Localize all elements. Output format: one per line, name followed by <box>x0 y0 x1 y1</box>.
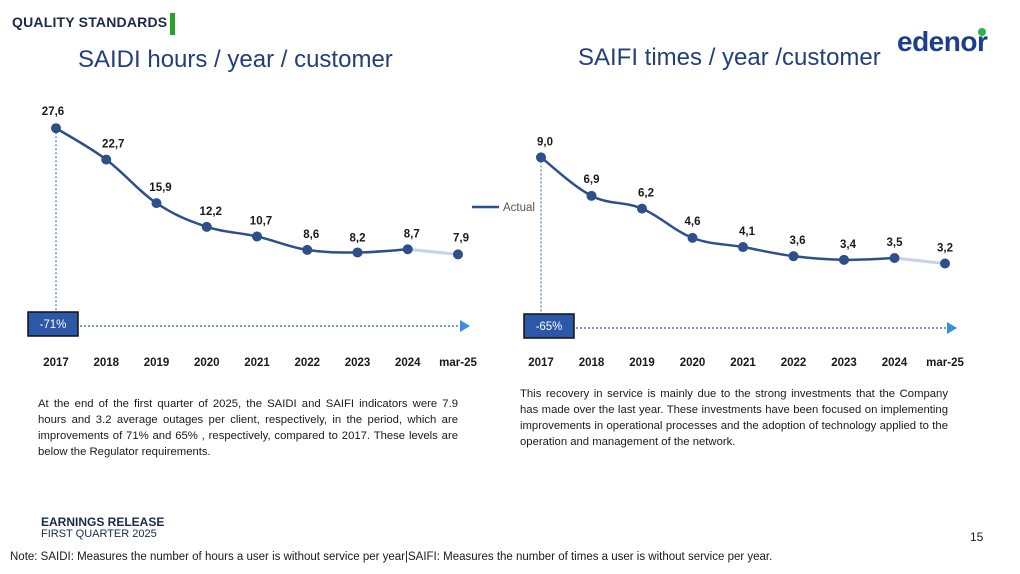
saidi-x-tick-label: 2023 <box>345 357 371 369</box>
saifi-x-tick-label: 2017 <box>528 357 554 369</box>
saidi-data-point <box>201 221 212 232</box>
saifi-change-label: -65% <box>536 321 563 333</box>
saifi-data-point <box>788 251 799 262</box>
saidi-x-tick-label: 2017 <box>43 357 69 369</box>
saidi-data-point <box>402 244 413 255</box>
saidi-data-point <box>101 154 112 165</box>
saifi-data-point <box>637 203 647 214</box>
saidi-data-label: 10,7 <box>250 215 272 227</box>
footer-title: EARNINGS RELEASE <box>41 515 165 529</box>
saidi-x-tick-label: 2024 <box>395 357 421 369</box>
saifi-data-label: 3,6 <box>790 235 806 247</box>
left-paragraph: At the end of the first quarter of 2025,… <box>38 398 458 458</box>
saifi-data-label: 6,2 <box>638 188 654 200</box>
saifi-data-point <box>839 254 849 265</box>
saifi-data-label: 9,0 <box>537 136 553 148</box>
saidi-data-label: 15,9 <box>149 182 171 194</box>
saidi-data-point <box>453 249 463 260</box>
saidi-data-label: 22,7 <box>102 139 124 151</box>
section-accent-bar <box>170 13 175 35</box>
saidi-data-point <box>151 198 162 209</box>
saifi-x-tick-label: 2019 <box>629 357 655 369</box>
saidi-data-label: 7,9 <box>453 232 469 244</box>
saidi-x-tick-label: 2018 <box>93 357 119 369</box>
saidi-data-label: 27,6 <box>42 106 64 118</box>
footer-note: Note: SAIDI: Measures the number of hour… <box>10 551 773 563</box>
saifi-data-point <box>586 190 597 201</box>
saifi-x-tick-label: 2022 <box>781 357 807 369</box>
footer-subtitle: FIRST QUARTER 2025 <box>41 528 157 540</box>
saifi-trend-arrow-head <box>947 322 957 334</box>
saidi-data-point <box>252 231 262 242</box>
saidi-data-label: 8,7 <box>404 228 420 240</box>
page-number: 15 <box>970 530 984 544</box>
saifi-legend-label: Actual <box>503 202 535 214</box>
saifi-data-point <box>889 253 900 263</box>
saifi-x-tick-label: 2023 <box>831 357 857 369</box>
saidi-data-point <box>302 244 313 255</box>
saidi-chart-title: SAIDI hours / year / customer <box>78 46 393 73</box>
saidi-change-box <box>27 311 79 337</box>
saifi-data-label: 4,1 <box>739 226 756 238</box>
saifi-data-label: 4,6 <box>685 216 701 228</box>
saidi-data-label: 12,2 <box>200 206 222 218</box>
section-title: QUALITY STANDARDS <box>12 14 168 30</box>
saidi-x-tick-label: mar-25 <box>439 357 477 369</box>
saidi-data-label: 8,6 <box>303 229 319 241</box>
logo-dot-icon <box>978 28 986 36</box>
saifi-data-point <box>940 258 950 269</box>
saifi-chart-title: SAIFI times / year /customer <box>578 44 881 71</box>
saidi-series-line-projection <box>407 247 459 256</box>
saifi-series-line-projection <box>894 256 946 265</box>
saifi-x-tick-label: 2021 <box>730 357 756 369</box>
saidi-data-point <box>352 247 363 258</box>
edenor-logo: edenor <box>897 26 988 57</box>
saidi-x-tick-label: 2020 <box>194 357 220 369</box>
saifi-data-label: 3,5 <box>887 237 904 249</box>
saifi-data-label: 3,2 <box>937 242 953 254</box>
saifi-x-tick-label: 2018 <box>579 357 605 369</box>
saifi-x-tick-label: 2020 <box>680 357 706 369</box>
right-paragraph: This recovery in service is mainly due t… <box>520 388 948 448</box>
saidi-x-tick-label: 2019 <box>144 357 170 369</box>
saifi-data-label: 3,4 <box>840 239 857 251</box>
saidi-trend-arrow-head <box>460 320 470 332</box>
saidi-x-tick-label: 2022 <box>294 357 320 369</box>
saifi-x-tick-label: 2024 <box>882 357 908 369</box>
saifi-change-box <box>523 313 575 339</box>
saifi-data-label: 6,9 <box>584 174 600 186</box>
saidi-series-line <box>55 127 408 254</box>
saidi-change-label: -71% <box>40 319 67 331</box>
saifi-data-point <box>536 152 546 163</box>
saidi-data-label: 8,2 <box>350 232 366 244</box>
saifi-data-point <box>738 242 748 253</box>
saifi-x-tick-label: mar-25 <box>926 357 964 369</box>
saidi-x-tick-label: 2021 <box>244 357 270 369</box>
saidi-data-point <box>51 123 61 134</box>
saifi-data-point <box>687 232 698 243</box>
